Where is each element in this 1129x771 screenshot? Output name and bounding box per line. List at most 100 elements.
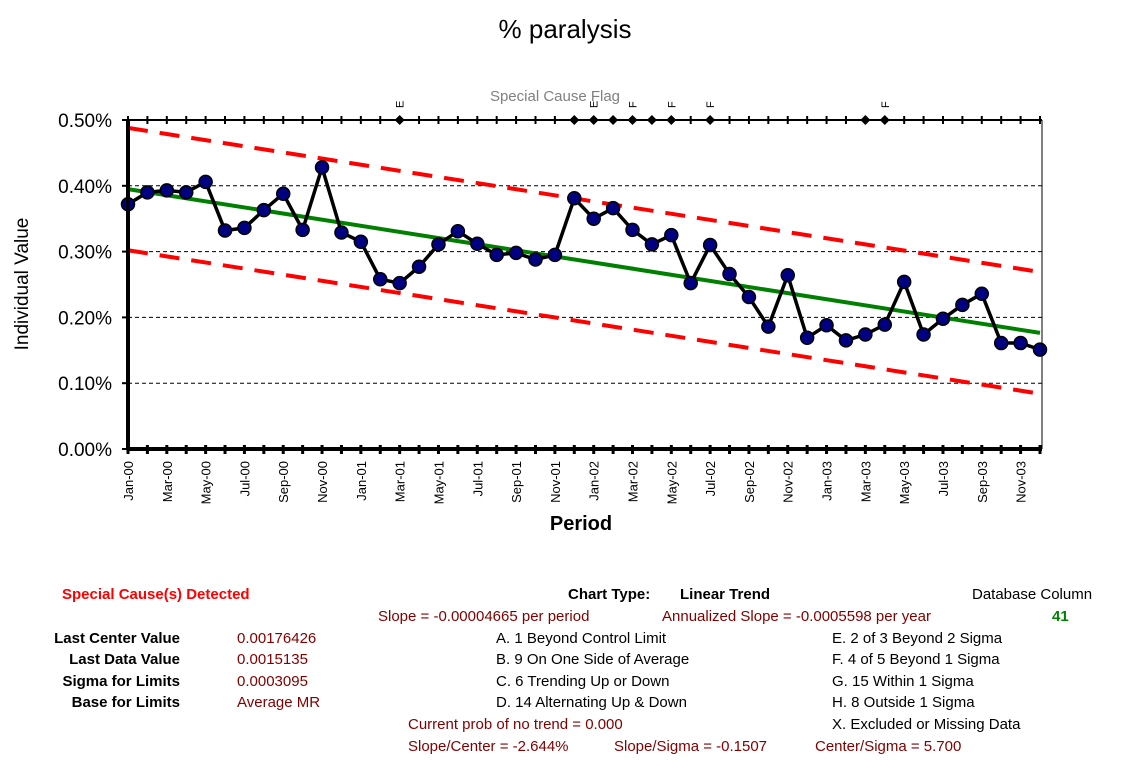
x-tick-label: May-03: [897, 461, 912, 504]
special-cause-flag-marker: [666, 115, 677, 125]
database-column-value: 41: [1052, 608, 1069, 625]
data-point: [741, 289, 757, 305]
x-tick-label: Mar-03: [858, 461, 873, 502]
special-cause-flag-label: F: [705, 101, 717, 108]
data-point: [275, 186, 291, 201]
base-for-limits-value: Average MR: [237, 694, 321, 711]
y-tick-label: 0.30%: [58, 243, 112, 264]
slope-text: Slope = -0.00004665 per period: [378, 608, 590, 625]
rule-b: B. 9 On One Side of Average: [496, 651, 690, 668]
last-center-value: 0.00176426: [237, 630, 317, 647]
data-point: [858, 327, 873, 342]
special-cause-flag-label: F: [628, 101, 640, 108]
data-point: [605, 200, 621, 216]
special-cause-flag-marker: [627, 115, 638, 125]
data-point: [1013, 335, 1028, 351]
x-tick-label: Jul-03: [936, 461, 951, 496]
special-cause-flag-marker: [608, 115, 619, 125]
y-tick-label: 0.20%: [58, 308, 112, 329]
base-for-limits-label: Base for Limits: [71, 694, 180, 711]
y-tick-label: 0.40%: [58, 177, 112, 198]
special-cause-flag-marker: [588, 115, 599, 125]
last-data-value: 0.0015135: [237, 651, 308, 668]
data-point: [567, 191, 582, 206]
data-point: [198, 174, 213, 190]
special-cause-flag-marker: [879, 115, 890, 125]
center-sigma: Center/Sigma = 5.700: [815, 738, 962, 755]
last-data-value-label: Last Data Value: [69, 651, 180, 668]
x-tick-label: Jul-01: [470, 461, 485, 496]
x-tick-label: May-01: [431, 461, 446, 504]
data-point: [1032, 342, 1048, 357]
data-point: [547, 247, 563, 263]
data-point: [799, 330, 815, 346]
special-cause-flag-title: Special Cause Flag: [490, 88, 620, 105]
data-point: [625, 222, 640, 238]
data-point: [722, 266, 737, 282]
special-cause-flag-label: E: [395, 101, 407, 108]
rule-e: E. 2 of 3 Beyond 2 Sigma: [832, 630, 1003, 647]
rule-c: C. 6 Trending Up or Down: [496, 673, 670, 690]
x-tick-label: Sep-01: [509, 461, 524, 503]
data-point: [178, 185, 194, 200]
data-point: [896, 274, 912, 290]
data-point: [373, 271, 388, 287]
data-point: [683, 275, 698, 291]
rule-a: A. 1 Beyond Control Limit: [496, 630, 667, 647]
special-cause-flag-label: F: [880, 101, 892, 108]
x-tick-label: Jan-00: [121, 461, 136, 501]
data-point: [295, 222, 310, 238]
data-point: [993, 335, 1009, 351]
data-point: [159, 183, 175, 198]
data-point: [334, 225, 349, 240]
rule-d: D. 14 Alternating Up & Down: [496, 694, 687, 711]
x-tick-label: Nov-03: [1014, 461, 1029, 503]
x-tick-label: Jan-01: [354, 461, 369, 501]
data-point: [838, 333, 854, 348]
control-limits: [127, 125, 1041, 396]
data-point: [140, 185, 155, 200]
sigma-for-limits-label: Sigma for Limits: [62, 673, 180, 690]
x-tick-label: Nov-02: [781, 461, 796, 503]
x-tick-label: Sep-02: [742, 461, 757, 503]
x-axis-ticks: Jan-00 Mar-00 May-00 Jul-00 Sep-00 Nov-00 Jan-…: [121, 445, 1042, 504]
y-axis-ticks: 0.00% 0.10% 0.20% 0.30% 0.40% 0.50%: [58, 111, 128, 461]
x-tick-label: Mar-01: [393, 461, 408, 502]
rule-h: H. 8 Outside 1 Sigma: [832, 694, 975, 711]
x-tick-label: Jan-02: [587, 461, 602, 501]
lower-control-limit: [127, 248, 1041, 396]
data-point: [761, 319, 776, 334]
data-point: [780, 268, 795, 283]
chart-type-label: Chart Type:: [568, 586, 651, 603]
y-tick-label: 0.00%: [58, 440, 112, 461]
x-tick-label: May-02: [664, 461, 679, 504]
x-tick-label: Sep-03: [975, 461, 990, 503]
prob-no-trend: Current prob of no trend = 0.000: [408, 716, 623, 733]
data-point: [256, 202, 272, 218]
annualized-slope-text: Annualized Slope = -0.0005598 per year: [662, 608, 931, 625]
special-cause-flag-label: F: [666, 101, 678, 108]
data-point: [392, 275, 407, 291]
data-point: [644, 237, 660, 252]
chart-type-value: Linear Trend: [680, 586, 771, 603]
x-axis-label: Period: [550, 513, 612, 535]
x-tick-label: Nov-00: [315, 461, 330, 503]
x-tick-label: Jan-03: [820, 461, 835, 501]
sigma-for-limits-value: 0.0003095: [237, 673, 308, 690]
data-point: [935, 311, 951, 326]
rule-x: X. Excluded or Missing Data: [832, 716, 1021, 733]
upper-control-limit: [127, 125, 1041, 274]
rule-f: F. 4 of 5 Beyond 1 Sigma: [832, 651, 1000, 668]
data-point: [916, 327, 931, 342]
x-tick-label: Sep-00: [276, 461, 291, 503]
data-point: [450, 223, 466, 239]
data-point: [974, 286, 990, 301]
rule-g: G. 15 Within 1 Sigma: [832, 673, 974, 690]
x-tick-label: Jul-00: [237, 461, 252, 496]
gridlines: [128, 185, 1042, 384]
special-cause-flag-marker: [646, 115, 657, 125]
y-axis-label: Individual Value: [12, 218, 33, 351]
data-point: [431, 237, 446, 252]
data-point: [819, 318, 834, 333]
data-point: [470, 236, 485, 251]
